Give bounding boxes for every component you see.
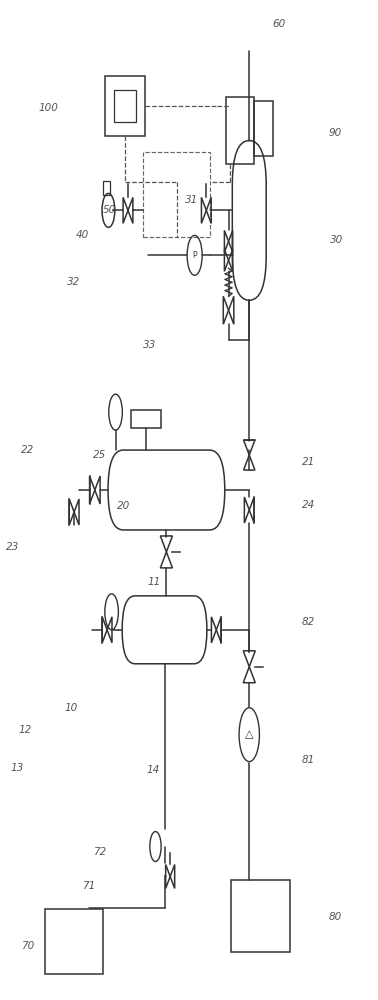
Text: 21: 21	[302, 457, 315, 467]
Bar	[45, 909, 103, 974]
Bar	[231, 880, 290, 952]
Text: 33: 33	[143, 340, 156, 350]
Text: 90: 90	[328, 128, 342, 138]
Text: 30: 30	[330, 235, 344, 245]
Text: 82: 82	[302, 617, 315, 627]
Text: 81: 81	[302, 755, 315, 765]
Bar	[103, 181, 110, 195]
Bar	[143, 152, 210, 237]
Bar	[114, 90, 136, 122]
Text: 60: 60	[272, 19, 285, 29]
Bar	[131, 410, 161, 428]
Text: 13: 13	[10, 763, 23, 773]
Text: 11: 11	[147, 577, 161, 587]
Bar	[105, 76, 145, 136]
Text: 10: 10	[65, 703, 78, 713]
Text: 80: 80	[328, 912, 342, 922]
Text: P: P	[192, 251, 197, 260]
Text: 32: 32	[67, 277, 80, 287]
Bar	[226, 97, 254, 164]
Text: 14: 14	[147, 765, 160, 775]
Text: 20: 20	[118, 501, 131, 511]
Text: 40: 40	[76, 230, 89, 240]
Text: △: △	[245, 730, 254, 740]
Text: 25: 25	[93, 450, 106, 460]
Text: 31: 31	[185, 195, 198, 205]
Bar	[254, 101, 273, 156]
Text: 72: 72	[93, 847, 106, 857]
Text: 24: 24	[302, 500, 315, 510]
Text: 22: 22	[22, 445, 35, 455]
Text: 12: 12	[19, 725, 32, 735]
Text: 23: 23	[6, 542, 20, 552]
Text: 71: 71	[82, 881, 95, 891]
Text: 50: 50	[102, 205, 116, 215]
Text: 70: 70	[22, 941, 35, 951]
Text: 100: 100	[38, 103, 58, 113]
